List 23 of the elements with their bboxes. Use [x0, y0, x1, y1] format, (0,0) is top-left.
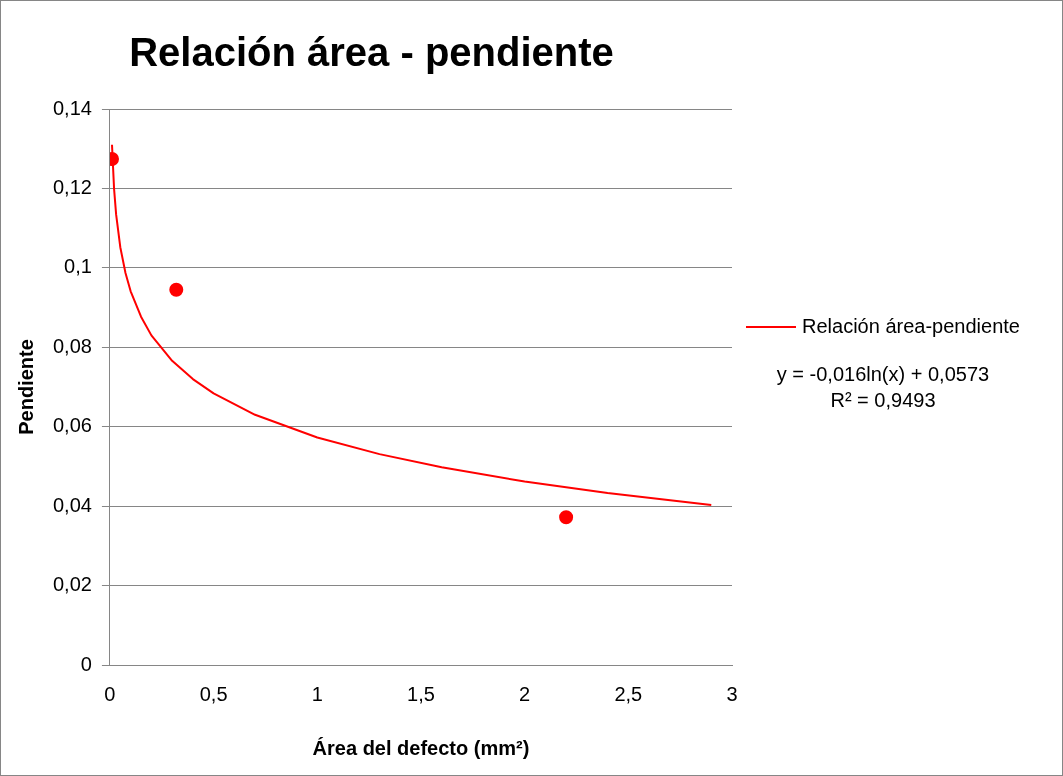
- y-tick-label: 0,12: [52, 175, 92, 198]
- point: [169, 282, 184, 297]
- legend-label: Relación área-pendiente: [802, 314, 1020, 337]
- chart-title: Relación área - pendiente: [129, 30, 614, 75]
- y-tick-label: 0,04: [52, 493, 92, 516]
- x-tick-label: 0: [104, 682, 116, 705]
- y-tick-label: 0,06: [52, 414, 92, 437]
- x-tick-label: 1,5: [407, 682, 435, 705]
- x-tick-label: 1: [311, 682, 323, 705]
- x-tick-label: 2,5: [614, 682, 643, 705]
- y-tick-label: 0,1: [64, 255, 92, 278]
- text: y = -0,016ln(x) + 0,0573: [776, 362, 990, 385]
- x-tick-label: 2: [519, 682, 531, 705]
- y-axis-title: Pendiente: [14, 339, 37, 435]
- x-tick-label: 0,5: [199, 682, 228, 705]
- text: R² = 0,9493: [830, 388, 936, 411]
- y-tick-label: 0: [80, 652, 92, 675]
- x-tick-label: 3: [726, 682, 738, 705]
- point: [559, 510, 574, 525]
- x-axis-title: Área del defecto (mm²): [312, 736, 530, 759]
- y-tick-label: 0,08: [52, 334, 92, 357]
- y-tick-label: 0,02: [52, 573, 92, 596]
- y-tick-label: 0,14: [52, 96, 92, 119]
